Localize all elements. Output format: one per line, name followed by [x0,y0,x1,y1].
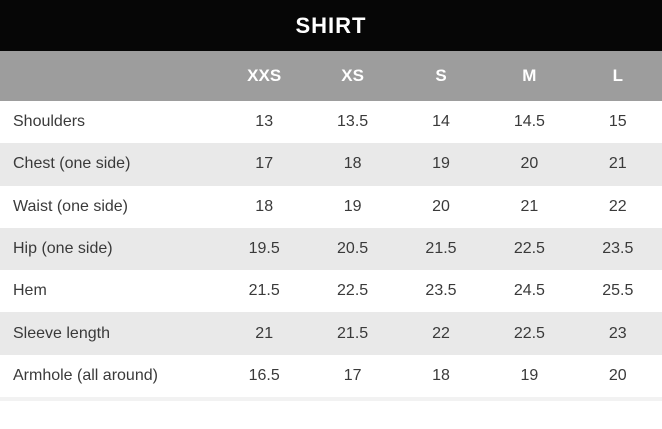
size-value-cell: 23.5 [602,239,634,257]
table-row-hem: Hem 21.5 22.5 23.5 24.5 25.5 [0,270,662,313]
size-value-cell: 16.5 [248,366,280,384]
chart-title-bar: SHIRT [0,0,662,51]
size-value-cell: 18 [255,197,274,215]
row-label: Hem [13,282,47,300]
column-header-l: L [612,66,623,85]
table-row-waist: Waist (one side) 18 19 20 21 22 [0,185,662,228]
size-value-cell: 22.5 [513,324,545,342]
size-value-cell: 22 [608,197,627,215]
size-value-cell: 18 [432,366,450,384]
size-value-cell: 13 [255,113,274,131]
table-row-hip: Hip (one side) 19.5 20.5 21.5 22.5 23.5 [0,227,662,271]
row-label: Hip (one side) [13,239,113,257]
table-row-sleeve-length: Sleeve length 21 21.5 22 22.5 23 [0,312,662,355]
size-value-cell: 23 [608,324,627,342]
row-label: Sleeve length [13,324,110,342]
size-value-cell: 21.5 [337,324,369,342]
table-row-shoulders: Shoulders 13 13.5 14 14.5 15 [0,101,662,144]
size-value-cell: 20.5 [337,239,369,257]
size-value-cell: 22.5 [513,239,545,257]
size-value-cell: 22 [432,324,450,342]
size-value-cell: 25.5 [602,282,634,300]
size-value-cell: 19 [343,197,362,215]
table-row-chest: Chest (one side) 17 18 19 20 21 [0,143,662,186]
size-value-cell: 21 [520,197,539,215]
table-header-row: XXS XS S M L [0,51,662,101]
column-header-xxs: XXS [247,66,282,85]
size-value-cell: 17 [343,366,362,384]
size-value-cell: 21 [608,155,627,173]
size-value-cell: 21.5 [425,239,457,257]
column-header-s: S [435,66,447,85]
size-value-cell: 20 [608,366,627,384]
column-header-xs: XS [341,66,364,85]
size-value-cell: 20 [432,197,450,215]
table-body: Shoulders 13 13.5 14 14.5 15 Chest (one … [0,101,662,397]
size-value-cell: 20 [520,155,539,173]
row-label: Waist (one side) [13,197,128,215]
size-value-cell: 22.5 [337,282,369,300]
table-bottom-border [0,397,662,401]
size-value-cell: 19 [432,155,450,173]
size-value-cell: 21 [255,324,274,342]
row-label: Shoulders [13,113,86,131]
size-value-cell: 23.5 [425,282,457,300]
header-empty-cell [0,51,220,101]
size-value-cell: 19.5 [248,239,280,257]
size-value-cell: 24.5 [513,282,545,300]
table-row-armhole: Armhole (all around) 16.5 17 18 19 20 [0,354,662,397]
size-value-cell: 13.5 [337,113,369,131]
size-value-cell: 14 [432,113,450,131]
column-header-m: M [522,66,537,85]
size-value-cell: 14.5 [513,113,545,131]
size-value-cell: 15 [608,113,627,131]
chart-title: SHIRT [295,12,367,38]
size-value-cell: 21.5 [248,282,280,300]
size-value-cell: 18 [343,155,362,173]
row-label: Armhole (all around) [13,366,158,384]
row-label: Chest (one side) [13,155,131,173]
size-value-cell: 19 [520,366,539,384]
size-value-cell: 17 [255,155,274,173]
